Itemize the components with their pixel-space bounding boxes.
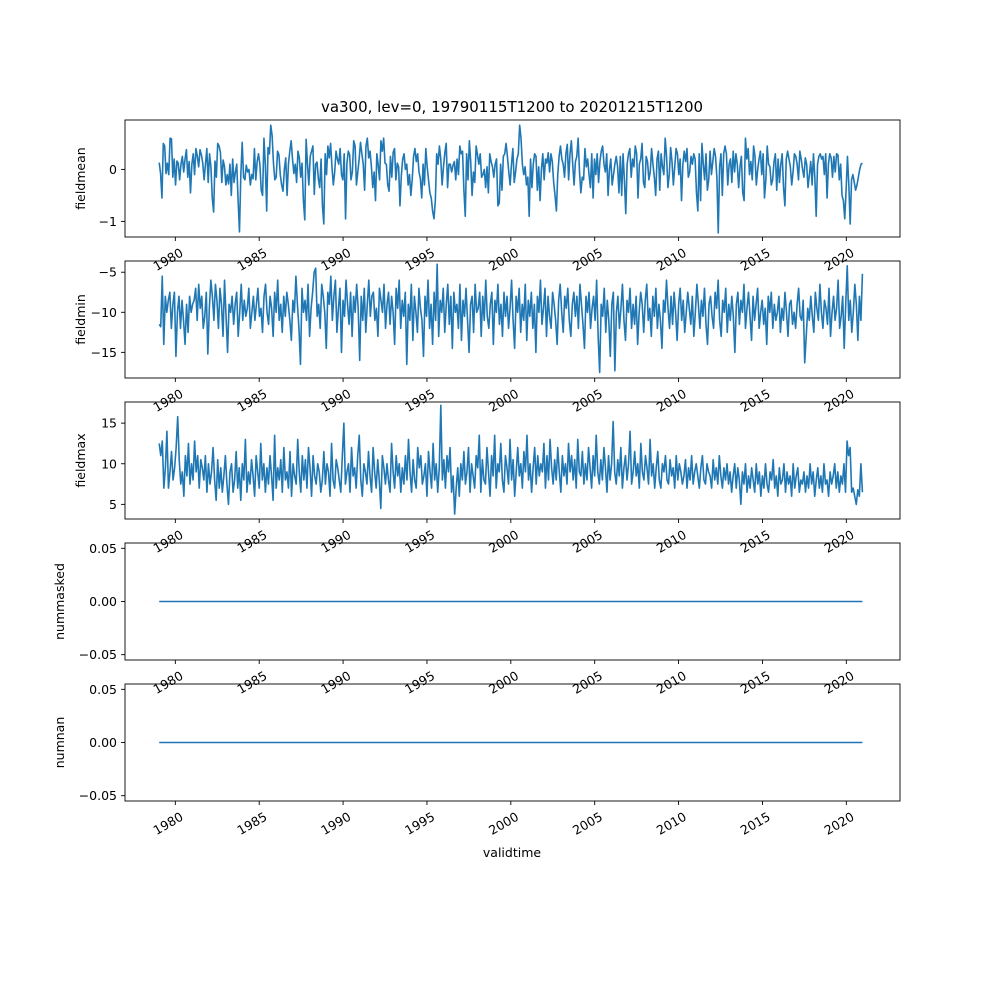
y-axis-label-nummasked: nummasked xyxy=(52,563,67,640)
y-tick-label: 0.05 xyxy=(89,541,117,556)
figure-title: va300, lev=0, 19790115T1200 to 20201215T… xyxy=(321,98,703,116)
y-tick-label: −15 xyxy=(91,345,117,360)
series-line-fieldmax xyxy=(158,404,864,515)
y-tick-label: 10 xyxy=(101,456,117,471)
y-tick-label: −1 xyxy=(99,214,117,229)
y-tick-label: 0.00 xyxy=(89,594,117,609)
y-tick-label: 0 xyxy=(109,162,117,177)
series-line-fieldmin xyxy=(158,263,864,374)
y-tick-label: 5 xyxy=(109,497,117,512)
y-tick-label: −0.05 xyxy=(79,647,117,662)
y-tick-label: −10 xyxy=(91,305,117,320)
axes-frame-fieldmin xyxy=(124,260,901,379)
y-axis-label-numnan: numnan xyxy=(52,717,67,769)
y-axis-label-fieldmin: fieldmin xyxy=(73,294,88,345)
y-tick-label: −5 xyxy=(99,265,117,280)
y-tick-label: 0.05 xyxy=(89,682,117,697)
axes-frame-fieldmean xyxy=(124,119,901,238)
y-tick-label: −0.05 xyxy=(79,788,117,803)
y-tick-label: 15 xyxy=(101,416,117,431)
y-axis-label-fieldmax: fieldmax xyxy=(73,433,88,487)
y-tick-label: 0.00 xyxy=(89,735,117,750)
axes-frame-fieldmax xyxy=(124,401,901,520)
y-axis-label-fieldmean: fieldmean xyxy=(73,147,88,209)
x-axis-label: validtime xyxy=(483,845,541,860)
series-line-fieldmean xyxy=(158,124,863,234)
